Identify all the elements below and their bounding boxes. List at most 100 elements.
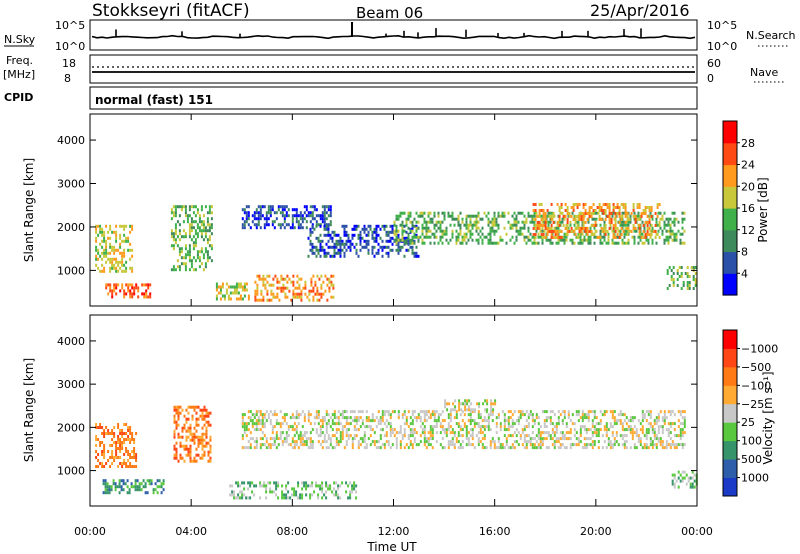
data-cell — [297, 223, 300, 227]
data-cell — [385, 233, 388, 237]
data-cell — [110, 488, 113, 492]
data-cell — [283, 416, 286, 420]
data-cell — [114, 488, 117, 492]
data-cell — [623, 428, 626, 432]
data-cell — [463, 425, 466, 429]
data-cell — [363, 245, 366, 249]
data-cell — [433, 226, 436, 230]
data-cell — [215, 285, 218, 289]
data-cell — [477, 214, 480, 218]
data-cell — [281, 490, 284, 494]
data-cell — [413, 239, 416, 243]
colorbar-tick-label: −100 — [741, 379, 771, 392]
data-cell — [656, 206, 659, 209]
data-cell — [593, 241, 596, 245]
data-cell — [97, 266, 100, 270]
data-cell — [249, 484, 252, 488]
data-cell — [269, 446, 272, 450]
data-cell — [495, 431, 498, 435]
data-cell — [473, 223, 476, 227]
data-cell — [339, 239, 342, 243]
data-cell — [144, 482, 147, 486]
data-cell — [196, 256, 199, 260]
data-cell — [464, 408, 467, 412]
data-cell — [489, 446, 492, 450]
data-cell — [192, 226, 195, 230]
data-cell — [375, 440, 378, 444]
data-cell — [563, 217, 566, 221]
data-cell — [687, 479, 690, 483]
data-cell — [331, 245, 334, 249]
data-cell — [473, 422, 476, 426]
data-cell — [335, 416, 338, 420]
data-cell — [653, 428, 656, 432]
velocity-colorbar-label: Velocity [m s⁻¹] — [761, 371, 775, 464]
data-cell — [389, 431, 392, 435]
data-cell — [385, 425, 388, 429]
data-cell — [395, 437, 398, 441]
data-cell — [316, 289, 319, 293]
data-cell — [172, 235, 175, 239]
data-cell — [693, 479, 696, 483]
data-cell — [419, 235, 422, 239]
data-cell — [115, 230, 118, 234]
data-cell — [658, 236, 661, 239]
data-cell — [693, 473, 696, 477]
data-cell — [173, 414, 176, 418]
data-cell — [559, 220, 562, 224]
data-cell — [549, 238, 552, 242]
data-cell — [263, 205, 266, 209]
colorbar-tick-label: 16 — [741, 202, 755, 215]
data-cell — [262, 298, 265, 302]
data-cell — [654, 212, 657, 215]
data-cell — [122, 482, 125, 486]
data-cell — [625, 440, 628, 444]
data-cell — [618, 212, 621, 215]
data-cell — [499, 425, 502, 429]
data-cell — [459, 425, 462, 429]
data-cell — [537, 434, 540, 438]
data-cell — [123, 295, 126, 299]
data-cell — [642, 212, 645, 215]
data-cell — [609, 422, 612, 426]
data-cell — [475, 238, 478, 242]
data-cell — [101, 465, 104, 468]
data-cell — [687, 476, 690, 480]
data-cell — [281, 223, 284, 227]
data-cell — [503, 226, 506, 230]
data-cell — [621, 437, 624, 441]
data-cell — [341, 425, 344, 429]
data-cell — [541, 443, 544, 447]
data-cell — [399, 211, 402, 215]
data-cell — [569, 431, 572, 435]
data-cell — [413, 254, 416, 258]
data-cell — [411, 413, 414, 417]
data-cell — [601, 229, 604, 233]
data-cell — [552, 215, 555, 218]
data-cell — [99, 224, 102, 228]
data-cell — [95, 254, 98, 258]
data-cell — [646, 215, 649, 218]
data-cell — [467, 440, 470, 444]
data-cell — [312, 295, 315, 299]
data-cell — [281, 208, 284, 212]
data-cell — [150, 482, 153, 486]
data-cell — [411, 220, 414, 224]
data-cell — [447, 422, 450, 426]
data-cell — [205, 411, 208, 415]
data-cell — [261, 422, 264, 426]
data-cell — [355, 224, 358, 228]
data-cell — [647, 428, 650, 432]
data-cell — [129, 295, 132, 299]
data-cell — [525, 419, 528, 423]
data-cell — [461, 238, 464, 242]
data-cell — [109, 465, 112, 468]
data-cell — [99, 254, 102, 258]
data-cell — [519, 211, 522, 215]
data-cell — [505, 440, 508, 444]
data-cell — [281, 422, 284, 426]
data-cell — [539, 434, 542, 438]
data-cell — [326, 283, 329, 287]
data-cell — [231, 490, 234, 494]
